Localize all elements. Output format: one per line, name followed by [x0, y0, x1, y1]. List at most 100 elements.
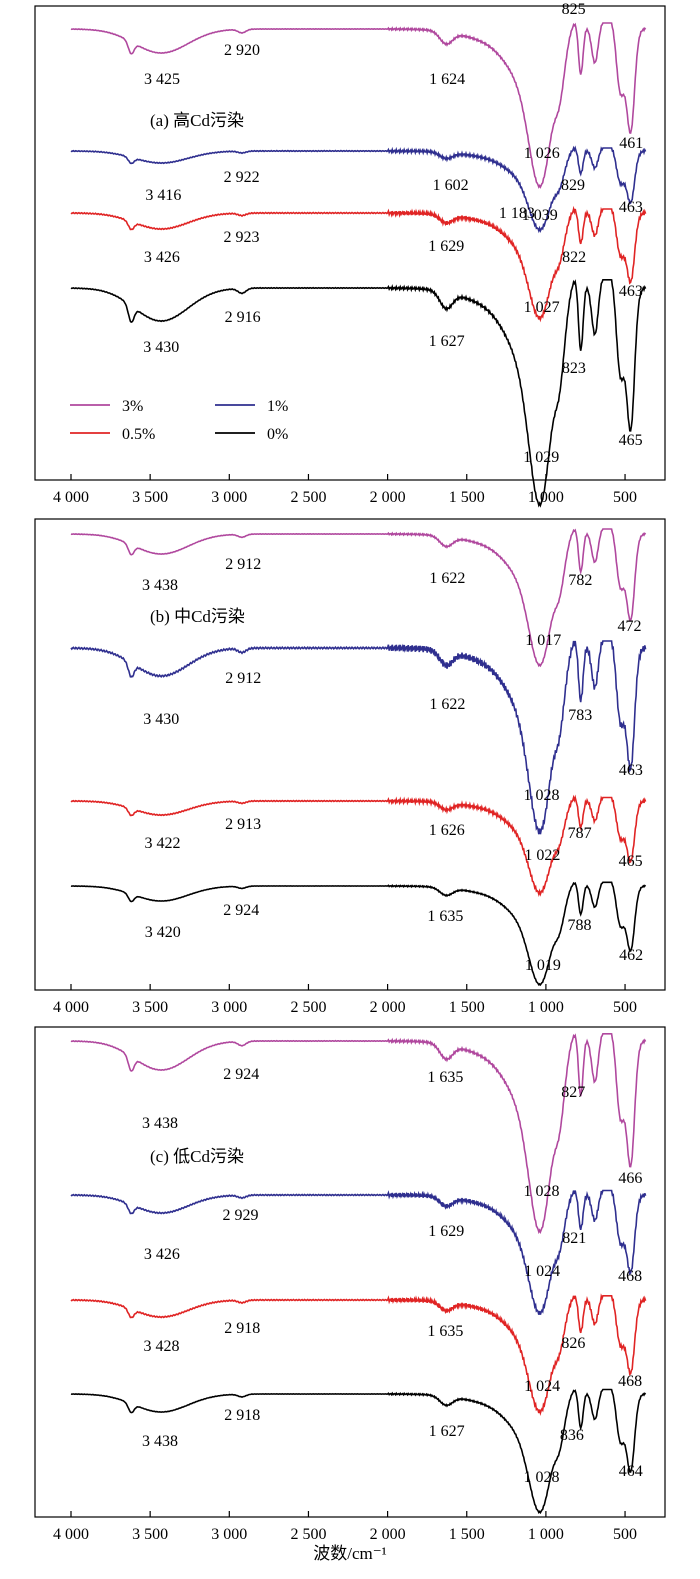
peak-label: 1 622	[429, 696, 465, 713]
x-tick-label: 2 000	[370, 1526, 406, 1543]
peak-label: 1 028	[524, 787, 560, 804]
legend-label: 0%	[267, 426, 288, 443]
peak-label: 826	[561, 1335, 585, 1352]
legend-label: 1%	[267, 398, 288, 415]
panel-c-trace-0.5%	[70, 1293, 647, 1417]
peak-label: 3 430	[143, 339, 179, 356]
peak-label: 783	[568, 707, 592, 724]
peak-label: 463	[619, 762, 643, 779]
peak-label: 787	[568, 825, 592, 842]
panel-b-trace-3%	[70, 528, 647, 668]
peak-label: 3 416	[145, 187, 181, 204]
peak-label: 2 923	[224, 229, 260, 246]
x-tick-label: 2 500	[290, 1526, 326, 1543]
peak-label: 1 624	[429, 71, 465, 88]
panel-c-trace-0%	[70, 1388, 647, 1515]
peak-label: 462	[619, 947, 643, 964]
x-tick-label: 2 500	[290, 489, 326, 506]
x-tick-label: 3 500	[132, 1526, 168, 1543]
peak-label: 2 918	[224, 1320, 260, 1337]
panel-b-frame	[34, 518, 666, 991]
peak-label: 465	[619, 853, 643, 870]
panel-b-trace-1%	[70, 640, 647, 835]
x-tick-label: 1 000	[528, 1526, 564, 1543]
peak-label: 1 183	[499, 205, 535, 222]
peak-label: 463	[619, 283, 643, 300]
peak-label: 1 029	[523, 449, 559, 466]
peak-label: 2 913	[225, 816, 261, 833]
peak-label: 2 920	[224, 42, 260, 59]
panel-a-trace-0.5%	[70, 205, 647, 323]
x-axis-label: 波数/cm⁻¹	[313, 1544, 387, 1563]
panel-title: (a) 高Cd污染	[150, 111, 244, 130]
peak-label: 3 425	[144, 71, 180, 88]
peak-label: 2 918	[224, 1407, 260, 1424]
peak-label: 822	[562, 249, 586, 266]
x-tick-label: 500	[613, 1526, 637, 1543]
panel-c-trace-1%	[70, 1189, 647, 1315]
peak-label: 1 627	[429, 1423, 465, 1440]
peak-label: 465	[619, 432, 643, 449]
panel-title: (c) 低Cd污染	[150, 1147, 244, 1166]
peak-label: 1 629	[428, 238, 464, 255]
peak-label: 1 026	[524, 145, 560, 162]
x-tick-label: 3 500	[132, 489, 168, 506]
panel-title: (b) 中Cd污染	[150, 607, 245, 626]
peak-label: 3 438	[142, 577, 178, 594]
peak-label: 1 626	[429, 822, 465, 839]
panel-b-trace-0.5%	[70, 794, 647, 897]
x-tick-label: 500	[613, 999, 637, 1016]
peak-label: 3 426	[144, 249, 180, 266]
peak-label: 1 622	[429, 570, 465, 587]
panel-c-frame	[34, 1026, 666, 1518]
peak-label: 1 635	[427, 908, 463, 925]
peak-label: 3 428	[144, 1338, 180, 1355]
peak-label: 825	[562, 1, 586, 18]
peak-label: 1 635	[427, 1323, 463, 1340]
peak-label: 466	[618, 1170, 642, 1187]
panel-a-trace-3%	[70, 22, 647, 189]
peak-label: 468	[618, 1373, 642, 1390]
x-tick-label: 4 000	[53, 489, 89, 506]
x-tick-label: 4 000	[53, 999, 89, 1016]
peak-label: 829	[561, 177, 585, 194]
peak-label: 1 028	[524, 1183, 560, 1200]
x-tick-label: 4 000	[53, 1526, 89, 1543]
peak-label: 827	[561, 1084, 585, 1101]
x-tick-label: 1 500	[449, 489, 485, 506]
peak-label: 1 635	[427, 1069, 463, 1086]
peak-label: 3 426	[144, 1246, 180, 1263]
peak-label: 1 602	[433, 177, 469, 194]
peak-label: 1 024	[524, 1378, 560, 1395]
legend: 3% 1% 0.5% 0%	[70, 398, 288, 443]
x-tick-label: 2 500	[290, 999, 326, 1016]
peak-label: 1 024	[524, 1263, 560, 1280]
peak-label: 463	[619, 199, 643, 216]
legend-label: 0.5%	[122, 426, 155, 443]
peak-label: 1 027	[524, 299, 560, 316]
panel-c-trace-3%	[70, 1033, 647, 1235]
peak-label: 2 924	[223, 1066, 259, 1083]
peak-label: 1 028	[524, 1469, 560, 1486]
peak-label: 1 629	[428, 1223, 464, 1240]
x-tick-label: 2 000	[370, 999, 406, 1016]
peak-label: 821	[562, 1230, 586, 1247]
panel-a-trace-0%	[70, 278, 647, 508]
peak-label: 3 438	[142, 1115, 178, 1132]
peak-label: 1 017	[525, 632, 561, 649]
legend-label: 3%	[122, 398, 143, 415]
x-tick-label: 3 000	[211, 1526, 247, 1543]
peak-label: 2 922	[224, 169, 260, 186]
x-tick-label: 2 000	[370, 489, 406, 506]
peak-label: 3 438	[142, 1433, 178, 1450]
peak-label: 782	[568, 572, 592, 589]
peak-label: 2 916	[225, 309, 261, 326]
peak-label: 1 022	[524, 847, 560, 864]
peak-label: 1 019	[525, 957, 561, 974]
peak-label: 472	[618, 618, 642, 635]
peak-label: 2 912	[225, 556, 261, 573]
peak-label: 823	[562, 360, 586, 377]
peak-label: 461	[619, 135, 643, 152]
peak-label: 3 420	[145, 924, 181, 941]
